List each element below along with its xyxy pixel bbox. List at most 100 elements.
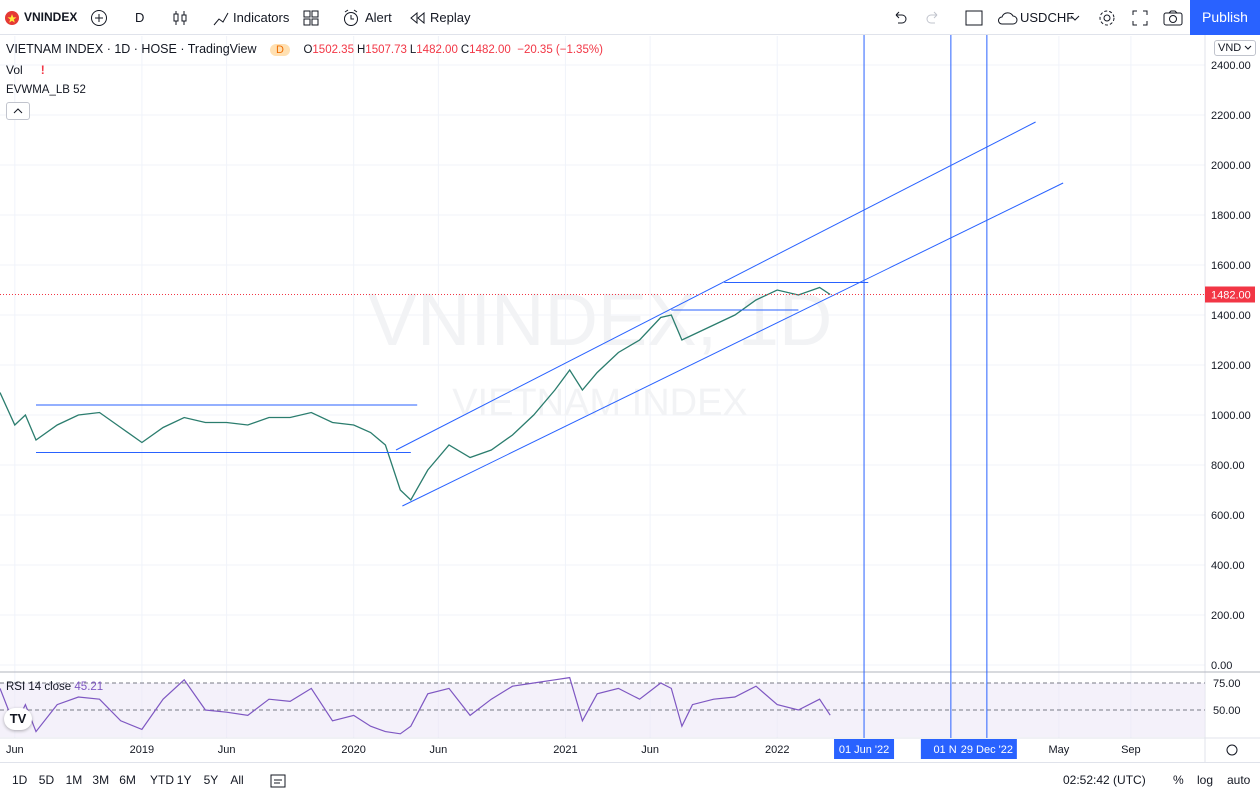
vol-row: Vol! [6, 63, 45, 77]
y-tick-label: 1400.00 [1211, 310, 1251, 322]
range-button[interactable]: 6M [119, 773, 136, 787]
ohlc-key: L [409, 44, 417, 56]
chart-area: Jun 2019 Jun 2020 Jun 2021 Jun 2022 May Sep 0.00 20… [0, 35, 1260, 762]
watermark: VIETNAM INDEX [452, 382, 748, 424]
ohlc-key: H [356, 44, 366, 56]
axis-settings [1226, 744, 1238, 756]
snapshot[interactable] [1163, 9, 1183, 27]
ohlc-value: 1482.00 [416, 44, 458, 56]
settings[interactable] [1098, 9, 1116, 27]
x-tick-label: Jun [218, 744, 236, 756]
collapse-icon [13, 108, 23, 114]
range-button[interactable]: 1D [12, 773, 28, 787]
templates[interactable] [303, 10, 319, 26]
price-line [0, 286, 831, 502]
y-tick-label: 1800.00 [1211, 210, 1251, 222]
y-tick-label: 0.00 [1211, 660, 1232, 672]
publish[interactable]: Publish [1190, 0, 1260, 35]
dropdown[interactable] [1070, 14, 1080, 22]
percent-toggle[interactable]: % [1173, 773, 1184, 787]
watermark: VNINDEX, 1D [368, 278, 833, 361]
chart-type[interactable] [172, 9, 188, 27]
ohlc-value: 1502.35 [312, 44, 354, 56]
rsi-pane [0, 676, 1205, 737]
vol-warning[interactable]: ! [40, 63, 45, 77]
x-tick-label: 2019 [130, 744, 154, 756]
change: −20.35 (−1.35%) [517, 44, 603, 56]
legend-badge: D [270, 44, 290, 56]
cloud[interactable] [996, 10, 1018, 26]
x-tick-label: Jun [6, 744, 24, 756]
vertical-label-bg [956, 739, 1017, 759]
y-tick-label: 2000.00 [1211, 160, 1251, 172]
alert[interactable]: Alert [365, 10, 392, 25]
currency[interactable]: VND [1214, 40, 1257, 56]
ohlc-value: 1507.73 [365, 44, 407, 56]
indicator-row: EVWMA_LB 52 [6, 84, 86, 96]
undo[interactable] [892, 10, 908, 26]
rsi-label: RSI 14 close [6, 681, 72, 693]
interval[interactable]: D [135, 10, 145, 25]
layout[interactable] [965, 10, 983, 26]
x-tick-label: May [1048, 744, 1069, 756]
clock: 02:52:42 (UTC) [1063, 773, 1146, 787]
y-tick-label: 2200.00 [1211, 110, 1251, 122]
bottom-bar: 1D 5D 1M 3M 6M YTD 1Y 5Y All 02:52:42 (UTC) % lo… [0, 762, 1260, 800]
last-price-label: 1482.00 [1211, 290, 1251, 302]
log-toggle[interactable]: log [1197, 773, 1214, 787]
symbol[interactable]: VNINDEX [24, 10, 78, 24]
y-tick-label: 600.00 [1211, 510, 1245, 522]
x-tick-label: 2020 [341, 744, 365, 756]
x-tick-label: 2022 [765, 744, 789, 756]
rsi-tick-label: 50.00 [1213, 705, 1241, 717]
replay[interactable]: Replay [430, 10, 471, 25]
indicator: EVWMA_LB 52 [6, 84, 86, 96]
replay-icon[interactable] [410, 12, 426, 24]
range-button[interactable]: 1Y [176, 773, 192, 787]
redo[interactable] [925, 10, 941, 26]
range-button[interactable]: 5D [38, 773, 55, 787]
top-toolbar: VNINDEX D Indicators Alert Replay USDCHF… [0, 0, 1260, 35]
range-button[interactable]: 5Y [203, 773, 219, 787]
currency-dropdown [1244, 45, 1252, 50]
range-button[interactable]: 3M [92, 773, 110, 787]
range-button[interactable]: All [230, 773, 244, 787]
y-tick-label: 800.00 [1211, 460, 1245, 472]
tv-logo[interactable]: TV [4, 708, 32, 730]
collapse-button[interactable] [6, 102, 30, 120]
add-symbol[interactable] [90, 9, 108, 27]
y-tick-label: 1600.00 [1211, 260, 1251, 272]
price-pane [0, 121, 1064, 507]
y-tick-label: 200.00 [1211, 610, 1245, 622]
fullscreen[interactable] [1132, 10, 1148, 26]
rsi-legend: RSI 14 close 45.21 [6, 681, 103, 693]
y-tick-label: 1000.00 [1211, 410, 1251, 422]
trend-line [395, 121, 1036, 451]
x-tick-label: Jun [429, 744, 447, 756]
range-button[interactable]: YTD [150, 773, 174, 787]
vertical-label: 01 Jun '22 [839, 744, 889, 756]
legend-row: VIETNAM INDEX · 1D · HOSE · TradingView … [6, 42, 603, 56]
indicators-icon[interactable] [212, 9, 230, 27]
ohlc-value: 1482.00 [469, 44, 511, 56]
rsi-line [0, 676, 831, 735]
date-range[interactable] [270, 773, 286, 789]
ohlc: O1502.35 H1507.73 L1482.00 C1482.00 [303, 44, 513, 56]
indicators[interactable]: Indicators [233, 10, 290, 25]
flag-icon [5, 11, 19, 25]
rsi-value: 45.21 [74, 681, 104, 693]
rsi-tick-label: 75.00 [1213, 678, 1241, 690]
last-price-badge [1205, 286, 1255, 303]
compare-symbol[interactable]: USDCHF [1020, 10, 1075, 25]
alert-icon[interactable] [342, 9, 360, 27]
y-tick-label: 400.00 [1211, 560, 1245, 572]
range-button[interactable]: 1M [65, 773, 83, 787]
auto-toggle[interactable]: auto [1227, 773, 1251, 787]
x-tick-label: Jun [641, 744, 659, 756]
x-tick-label: 2021 [553, 744, 577, 756]
currency-label: VND [1218, 42, 1242, 54]
y-tick-label: 1200.00 [1211, 360, 1251, 372]
ohlc-key: C [460, 44, 470, 56]
